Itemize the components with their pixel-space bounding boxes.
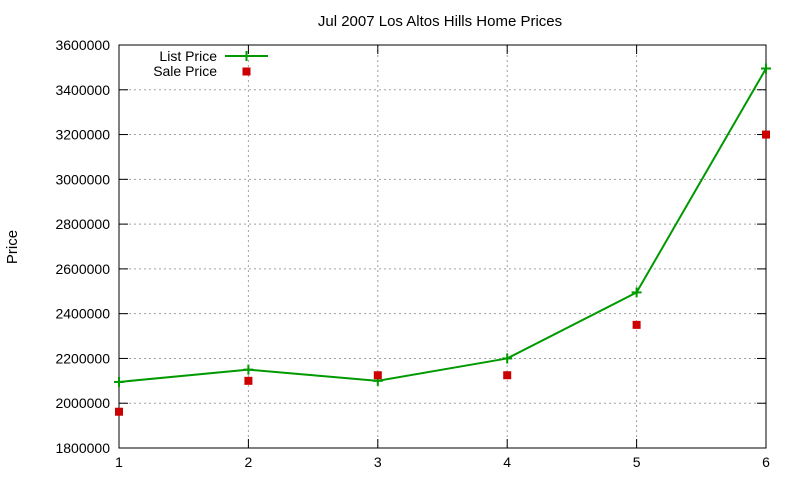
y-tick-label: 3200000 (55, 127, 110, 143)
y-tick-label: 3400000 (55, 82, 110, 98)
data-point-list-price (502, 353, 513, 364)
legend-swatch-sale-price (242, 67, 251, 76)
data-point-sale-price (503, 371, 512, 380)
data-point-list-price (243, 364, 254, 375)
y-tick-label: 2000000 (55, 395, 110, 411)
series-line-list-price (118, 68, 767, 383)
y-tick-label: 2600000 (55, 261, 110, 277)
x-tick-label: 1 (115, 454, 123, 470)
data-point-sale-price (632, 320, 641, 329)
data-point-sale-price (244, 376, 253, 385)
legend-label-list-price: List Price (159, 48, 217, 64)
data-point-list-price (631, 287, 642, 298)
y-tick-label: 3000000 (55, 171, 110, 187)
y-tick-label: 2800000 (55, 216, 110, 232)
x-tick-label: 5 (633, 454, 641, 470)
y-tick-label: 2200000 (55, 350, 110, 366)
data-point-list-price (761, 63, 771, 74)
x-tick-label: 6 (762, 454, 770, 470)
legend: List Price Sale Price (153, 48, 268, 79)
y-axis-label: Price (4, 230, 21, 264)
chart-title: Jul 2007 Los Altos Hills Home Prices (318, 13, 562, 30)
data-point-sale-price (373, 371, 382, 380)
axes: 1800000 2000000 2200000 2400000 2600000 28000… (55, 37, 770, 470)
x-tick-label: 3 (374, 454, 382, 470)
legend-swatch-list-price (225, 51, 268, 61)
y-tick-label: 3600000 (55, 37, 110, 53)
legend-label-sale-price: Sale Price (153, 63, 217, 79)
data-point-list-price (114, 376, 124, 387)
data-point-sale-price (762, 130, 770, 139)
grid-lines (119, 45, 766, 448)
series-layer (114, 63, 771, 416)
x-tick-label: 4 (503, 454, 511, 470)
y-tick-label: 2400000 (55, 306, 110, 322)
x-tick-label: 2 (245, 454, 253, 470)
plot-frame (118, 44, 767, 449)
data-point-sale-price (115, 407, 123, 416)
y-tick-label: 1800000 (55, 440, 110, 456)
